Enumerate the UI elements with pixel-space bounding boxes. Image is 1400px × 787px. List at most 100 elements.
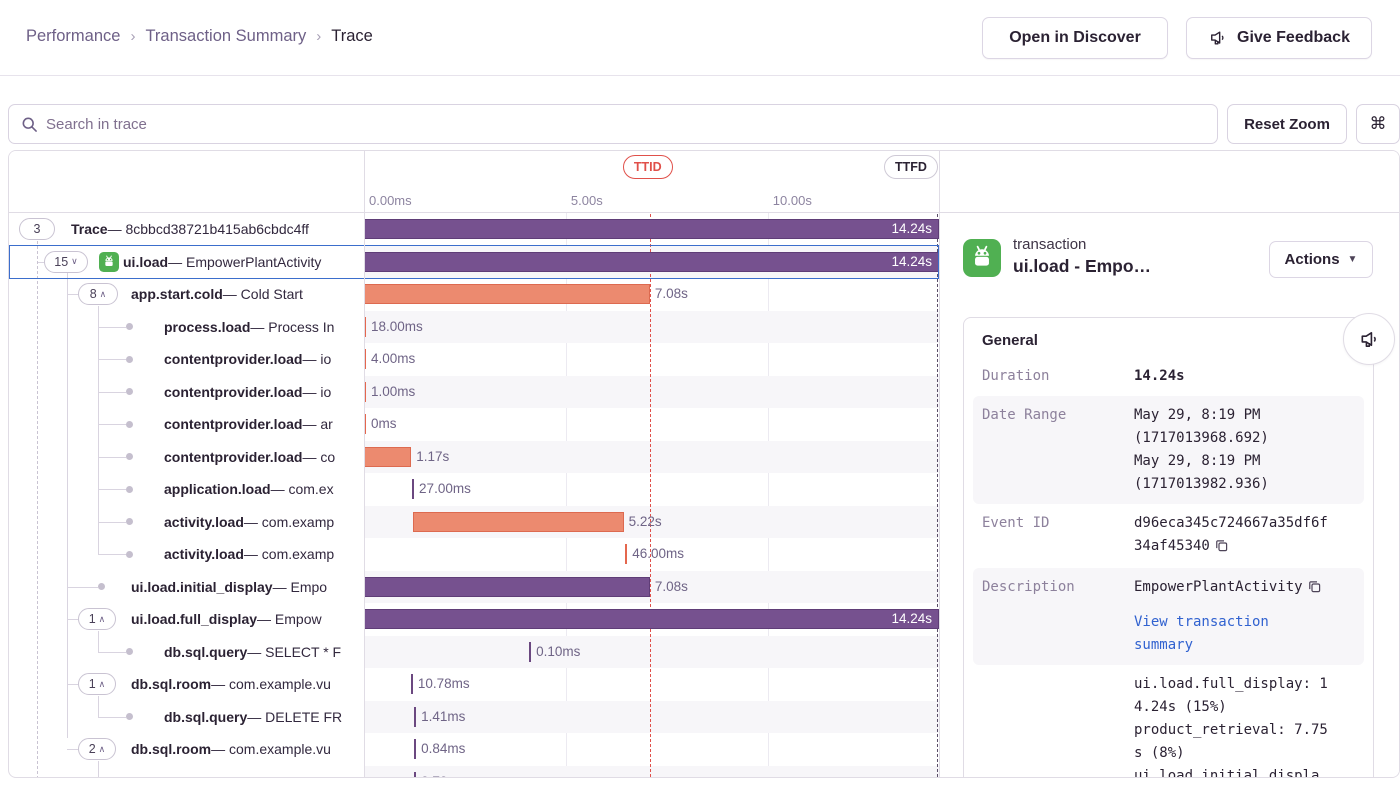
span-description: — INSERT OR <box>247 774 341 777</box>
detail-key: Event ID <box>982 515 1050 531</box>
span-label[interactable]: ui.load.initial_display — Empo <box>131 571 372 604</box>
trace-row[interactable]: activity.load — com.examp 46.00ms <box>9 538 939 571</box>
span-duration-label: 1.41ms <box>421 708 466 724</box>
timeline-tick-label: 10.00s <box>772 193 812 208</box>
span-bar[interactable] <box>364 284 650 304</box>
span-description: — Cold Start <box>222 286 303 303</box>
span-label[interactable]: contentprovider.load — io <box>164 376 372 409</box>
trace-row[interactable]: 1 ∧ ui.load.full_display — Empow 14.24s <box>9 603 939 636</box>
row-count-badge[interactable]: 8 ∧ <box>78 283 118 306</box>
span-description: — com.ex <box>270 481 334 498</box>
span-bar[interactable] <box>364 576 650 597</box>
trace-row[interactable]: 3 Trace — 8cbbcd38721b415ab6cbdc4ff 14.24s <box>9 213 939 246</box>
span-op: activity.load <box>164 546 244 563</box>
row-count-badge[interactable]: 15 ∨ <box>44 250 88 273</box>
trace-search-bar[interactable] <box>8 104 1218 144</box>
span-bar[interactable] <box>414 739 417 759</box>
give-feedback-button[interactable]: Give Feedback <box>1186 17 1372 59</box>
span-label[interactable]: contentprovider.load — co <box>164 441 372 474</box>
actions-label: Actions <box>1284 251 1340 268</box>
trace-row[interactable]: contentprovider.load — ar 0ms <box>9 408 939 441</box>
row-count-badge[interactable]: 1 ∧ <box>78 673 116 696</box>
span-bar[interactable] <box>529 641 532 662</box>
span-label[interactable]: ui.load.full_display — Empow <box>131 603 372 636</box>
span-op: process.load <box>164 318 251 335</box>
span-op: db.sql.room <box>131 741 212 758</box>
trace-row[interactable]: contentprovider.load — co 1.17s <box>9 440 939 474</box>
ttid-badge[interactable]: TTID <box>622 155 673 179</box>
trace-row[interactable]: ui.load.initial_display — Empo 7.08s <box>9 570 939 604</box>
span-label[interactable]: app.start.cold — Cold Start <box>131 278 372 311</box>
ttfd-badge[interactable]: TTFD <box>884 155 938 179</box>
search-icon <box>21 116 38 133</box>
trace-row[interactable]: process.load — Process In 18.00ms <box>9 310 939 344</box>
span-label[interactable]: activity.load — com.examp <box>164 538 372 571</box>
span-label[interactable]: db.sql.query — SELECT * F <box>164 636 372 669</box>
detail-value-line: (1717013982.936) <box>1134 476 1269 492</box>
span-label[interactable]: activity.load — com.examp <box>164 506 372 539</box>
span-op: db.sql.room <box>131 676 212 693</box>
breadcrumb-separator-icon: › <box>130 28 136 45</box>
row-count-badge[interactable]: 2 ∧ <box>78 738 116 761</box>
span-label[interactable]: contentprovider.load — io <box>164 343 372 376</box>
chevron-down-icon: ∨ <box>71 256 78 267</box>
trace-row[interactable]: 15 ∨ ui.load — EmpowerPlantActivity 14.24s <box>9 245 939 279</box>
trace-row[interactable]: db.sql.query — SELECT * F 0.10ms <box>9 635 939 669</box>
reset-zoom-button[interactable]: Reset Zoom <box>1227 104 1347 144</box>
span-bar[interactable] <box>414 771 417 777</box>
search-input[interactable] <box>46 115 1205 133</box>
row-count-badge[interactable]: 1 ∧ <box>78 608 116 631</box>
span-label[interactable]: process.load — Process In <box>164 311 372 344</box>
row-count-badge[interactable]: 3 <box>19 218 55 241</box>
span-op: Trace <box>71 221 108 238</box>
span-bar[interactable] <box>412 479 415 499</box>
span-bar[interactable] <box>364 381 366 402</box>
trace-row[interactable]: contentprovider.load — io 4.00ms <box>9 343 939 376</box>
trace-row[interactable]: application.load — com.ex 27.00ms <box>9 473 939 506</box>
trace-row[interactable]: db.sql.query — DELETE FR 1.41ms <box>9 700 939 734</box>
span-description: — Empow <box>257 611 322 628</box>
span-label[interactable]: db.sql.room — com.example.vu <box>131 668 372 701</box>
trace-row[interactable]: activity.load — com.examp 5.22s <box>9 505 939 539</box>
shortcuts-button[interactable]: ⌘ <box>1356 104 1400 144</box>
span-bar[interactable] <box>414 706 417 727</box>
copy-icon[interactable] <box>1308 578 1321 601</box>
span-label[interactable]: db.sql.query — DELETE FR <box>164 701 372 734</box>
span-label[interactable]: contentprovider.load — ar <box>164 408 372 441</box>
trace-row[interactable]: contentprovider.load — io 1.00ms <box>9 375 939 409</box>
timeline-gridline <box>565 181 567 777</box>
span-bar[interactable] <box>364 316 366 337</box>
span-label[interactable]: Trace — 8cbbcd38721b415ab6cbdc4ff <box>71 213 372 246</box>
trace-row[interactable]: 8 ∧ app.start.cold — Cold Start 7.08s <box>9 278 939 311</box>
timeline-tick-label: 0.00ms <box>369 193 412 208</box>
trace-row[interactable]: 1 ∧ db.sql.room — com.example.vu 10.78ms <box>9 668 939 701</box>
trace-row[interactable]: 2 ∧ db.sql.room — com.example.vu 0.84ms <box>9 733 939 766</box>
span-bar[interactable] <box>410 674 413 694</box>
timeline-tick-label: 5.00s <box>570 193 603 208</box>
copy-icon[interactable] <box>1215 537 1228 560</box>
view-transaction-summary-link[interactable]: View transaction summary <box>1134 614 1269 653</box>
span-label[interactable]: application.load — com.ex <box>164 473 372 506</box>
actions-button[interactable]: Actions ▼ <box>1269 241 1373 278</box>
breadcrumb-performance[interactable]: Performance <box>26 27 121 45</box>
span-bar[interactable] <box>625 544 628 564</box>
tree-connector <box>98 716 126 718</box>
timeline-panel-divider[interactable] <box>939 151 940 777</box>
span-bar[interactable] <box>412 511 624 532</box>
breadcrumb-transaction-summary[interactable]: Transaction Summary <box>145 27 307 45</box>
open-in-discover-button[interactable]: Open in Discover <box>982 17 1168 59</box>
span-description: — com.example.vu <box>211 741 331 758</box>
trace-row[interactable]: db.sql.query — INSERT OR 0.70ms <box>9 765 939 777</box>
tree-timeline-divider[interactable] <box>364 151 365 777</box>
feedback-float-button[interactable] <box>1343 313 1395 365</box>
span-duration-label: 0ms <box>371 416 397 431</box>
span-label[interactable]: db.sql.room — com.example.vu <box>131 733 372 766</box>
span-bar[interactable] <box>364 349 366 369</box>
span-label[interactable]: ui.load — EmpowerPlantActivity <box>123 246 372 279</box>
span-description: — ar <box>302 416 333 433</box>
span-bar[interactable] <box>364 446 412 467</box>
span-label[interactable]: db.sql.query — INSERT OR <box>164 766 372 777</box>
span-bar[interactable] <box>364 414 366 434</box>
page-header: Performance › Transaction Summary › Trac… <box>0 0 1400 76</box>
tree-connector <box>98 424 126 426</box>
